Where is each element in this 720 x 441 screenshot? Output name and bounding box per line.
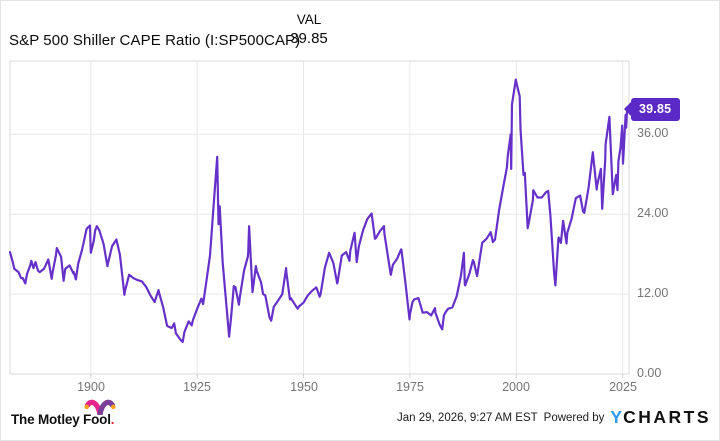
current-value-tag: 39.85 bbox=[631, 98, 681, 121]
x-gridlines bbox=[90, 61, 624, 374]
x-axis-label: 1925 bbox=[183, 380, 211, 394]
y-axis-label: 0.00 bbox=[637, 366, 662, 380]
plot-border bbox=[9, 60, 630, 375]
y-gridlines bbox=[10, 133, 629, 295]
val-column-header: VAL bbox=[296, 12, 322, 27]
x-axis-label: 2025 bbox=[609, 380, 637, 394]
jester-hat-icon bbox=[83, 399, 116, 415]
footer: The Motley Fool. Jan 29, 2026, 9:27 AM E… bbox=[1, 394, 719, 440]
val-current-value: 39.85 bbox=[290, 30, 328, 47]
cape-ratio-line bbox=[8, 78, 629, 344]
ycharts-y-icon: Y bbox=[610, 407, 624, 428]
chart-title: S&P 500 Shiller CAPE Ratio (I:SP500CAP) bbox=[9, 32, 301, 49]
x-axis-label: 1975 bbox=[396, 380, 424, 394]
y-axis-label: 12.00 bbox=[637, 286, 669, 300]
ycharts-logo[interactable]: Y CHARTS bbox=[610, 409, 711, 427]
x-axis-label: 2000 bbox=[502, 380, 530, 394]
footer-right: Jan 29, 2026, 9:27 AM EST Powered by Y CH… bbox=[397, 409, 711, 427]
val-column: VAL 39.85 bbox=[279, 12, 339, 47]
timestamp: Jan 29, 2026, 9:27 AM EST bbox=[397, 412, 538, 424]
motley-fool-wordmark: The Motley Fool bbox=[11, 412, 111, 427]
x-axis-ticks bbox=[90, 374, 624, 378]
powered-by-label: Powered by bbox=[543, 412, 605, 424]
y-axis-label: 24.00 bbox=[637, 206, 669, 220]
x-axis-label: 1950 bbox=[290, 380, 318, 394]
x-axis-label: 1900 bbox=[77, 380, 105, 394]
y-axis-label: 36.00 bbox=[637, 126, 669, 140]
motley-fool-logo[interactable]: The Motley Fool. bbox=[11, 399, 116, 429]
ycharts-wordmark: CHARTS bbox=[623, 407, 711, 428]
motley-fool-dot: . bbox=[110, 412, 115, 427]
